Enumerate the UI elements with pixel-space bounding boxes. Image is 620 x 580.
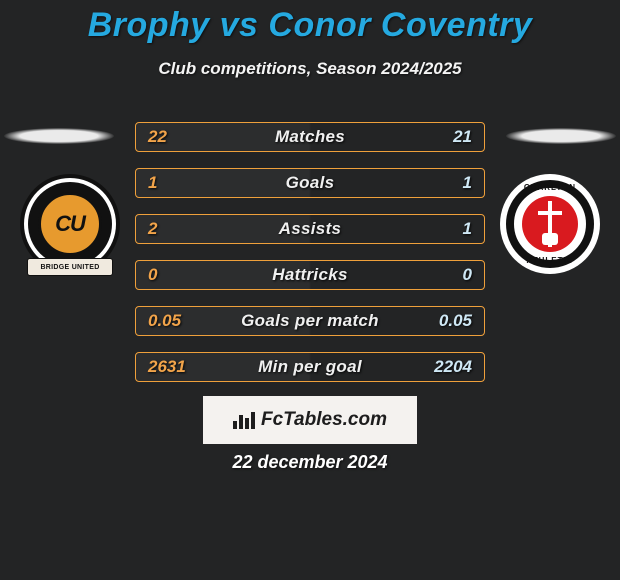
cambridge-initials: CU <box>55 211 85 237</box>
crest-shadow-right <box>506 128 616 144</box>
stat-label: Min per goal <box>136 357 484 377</box>
stat-left: 22 <box>148 127 167 147</box>
cambridge-ribbon: BRIDGE UNITED <box>27 258 113 276</box>
stat-row: 0 Hattricks 0 <box>135 260 485 290</box>
stat-label: Goals per match <box>136 311 484 331</box>
stat-row: 0.05 Goals per match 0.05 <box>135 306 485 336</box>
stat-label: Goals <box>136 173 484 193</box>
charlton-arc-top: CHARLTON <box>500 183 600 192</box>
stat-right: 2204 <box>434 357 472 377</box>
stat-label: Assists <box>136 219 484 239</box>
crest-shadow-left <box>4 128 114 144</box>
stat-label: Hattricks <box>136 265 484 285</box>
charlton-core <box>522 196 578 252</box>
stat-left: 0.05 <box>148 311 181 331</box>
crest-right: CHARLTON ATHLETIC <box>500 174 600 274</box>
stat-left: 1 <box>148 173 157 193</box>
subtitle: Club competitions, Season 2024/2025 <box>0 59 620 79</box>
crest-left: CU BRIDGE UNITED <box>20 174 120 274</box>
stat-right: 1 <box>463 219 472 239</box>
sword-icon <box>548 201 552 247</box>
stat-row: 1 Goals 1 <box>135 168 485 198</box>
date-text: 22 december 2024 <box>0 452 620 473</box>
stat-left: 2631 <box>148 357 186 377</box>
stat-row: 2631 Min per goal 2204 <box>135 352 485 382</box>
brand-box: FcTables.com <box>203 396 417 444</box>
stat-row: 2 Assists 1 <box>135 214 485 244</box>
stat-left: 0 <box>148 265 157 285</box>
chart-icon <box>233 411 255 429</box>
cambridge-badge: CU BRIDGE UNITED <box>20 174 120 274</box>
hand-icon <box>542 233 558 245</box>
stat-right: 21 <box>453 127 472 147</box>
stat-right: 0.05 <box>439 311 472 331</box>
stat-row: 22 Matches 21 <box>135 122 485 152</box>
stat-label: Matches <box>136 127 484 147</box>
charlton-badge: CHARLTON ATHLETIC <box>500 174 600 274</box>
cambridge-ball: CU <box>38 192 102 256</box>
charlton-arc-bottom: ATHLETIC <box>500 256 600 265</box>
stat-right: 0 <box>463 265 472 285</box>
stat-right: 1 <box>463 173 472 193</box>
stat-left: 2 <box>148 219 157 239</box>
page-title: Brophy vs Conor Coventry <box>0 0 620 45</box>
brand-text: FcTables.com <box>261 409 387 431</box>
stat-rows: 22 Matches 21 1 Goals 1 2 Assists 1 0 Ha… <box>135 122 485 398</box>
